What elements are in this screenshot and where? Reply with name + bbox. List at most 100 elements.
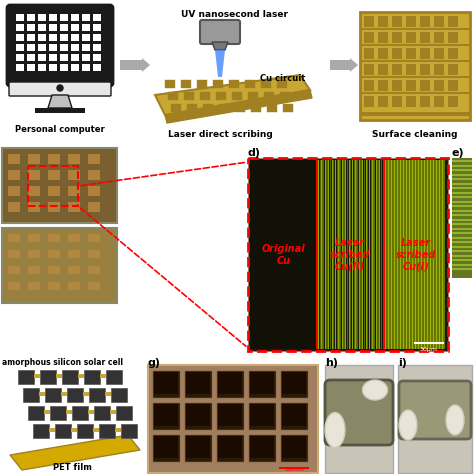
Bar: [452, 160, 472, 162]
Bar: [406, 16, 416, 27]
Bar: [369, 160, 370, 349]
Bar: [152, 370, 180, 398]
Text: g): g): [148, 358, 161, 368]
Bar: [448, 16, 458, 27]
Bar: [406, 160, 407, 349]
Bar: [338, 160, 339, 349]
FancyBboxPatch shape: [399, 381, 471, 439]
Bar: [364, 80, 374, 91]
Bar: [452, 187, 472, 189]
Bar: [8, 170, 20, 180]
Bar: [68, 282, 80, 290]
Bar: [378, 80, 388, 91]
Bar: [321, 160, 322, 349]
Bar: [332, 160, 333, 349]
Bar: [452, 205, 472, 207]
Bar: [350, 160, 352, 349]
Bar: [452, 169, 472, 171]
Bar: [430, 160, 431, 349]
Bar: [88, 282, 100, 290]
Text: Laser
scribed
Cu(I): Laser scribed Cu(I): [396, 238, 436, 272]
Bar: [439, 160, 440, 349]
FancyBboxPatch shape: [9, 82, 111, 96]
Bar: [110, 410, 116, 414]
Bar: [264, 92, 274, 100]
Bar: [71, 428, 77, 432]
Bar: [48, 154, 60, 164]
Bar: [38, 44, 46, 51]
Bar: [364, 160, 365, 349]
Bar: [28, 154, 40, 164]
Bar: [431, 160, 433, 349]
Bar: [421, 160, 422, 349]
Bar: [448, 32, 458, 43]
Bar: [417, 160, 418, 349]
Bar: [434, 16, 444, 27]
Bar: [367, 160, 368, 349]
Bar: [8, 186, 20, 196]
Bar: [49, 44, 57, 51]
Bar: [435, 160, 436, 349]
Bar: [250, 436, 274, 458]
Bar: [60, 54, 68, 61]
Bar: [38, 14, 46, 21]
Text: Laser
scribed
Cu(II): Laser scribed Cu(II): [330, 238, 370, 272]
Bar: [452, 191, 472, 193]
Bar: [148, 365, 318, 473]
Bar: [68, 202, 80, 212]
Bar: [16, 54, 24, 61]
Bar: [348, 160, 350, 349]
Bar: [452, 158, 472, 278]
Bar: [430, 160, 431, 349]
Bar: [427, 160, 428, 349]
Bar: [406, 96, 416, 107]
Bar: [94, 406, 110, 420]
Bar: [250, 404, 274, 426]
Bar: [452, 178, 472, 180]
Bar: [93, 428, 99, 432]
Bar: [330, 160, 331, 349]
Bar: [283, 104, 293, 112]
Bar: [439, 160, 440, 349]
Bar: [412, 160, 413, 349]
Bar: [49, 64, 57, 71]
Bar: [448, 96, 458, 107]
Bar: [406, 160, 407, 349]
Bar: [27, 34, 35, 41]
Bar: [33, 424, 49, 438]
Bar: [8, 266, 20, 274]
Bar: [352, 160, 353, 349]
Bar: [28, 234, 40, 242]
Bar: [23, 388, 39, 402]
Bar: [165, 80, 175, 88]
Bar: [412, 160, 413, 349]
Bar: [216, 434, 244, 462]
Bar: [360, 12, 470, 120]
Bar: [62, 370, 78, 384]
Text: 10mm: 10mm: [284, 467, 304, 472]
Bar: [397, 160, 398, 349]
Ellipse shape: [446, 405, 464, 435]
Bar: [362, 160, 363, 349]
Bar: [434, 32, 444, 43]
Bar: [38, 64, 46, 71]
Bar: [392, 32, 402, 43]
Bar: [378, 16, 388, 27]
Bar: [203, 104, 213, 112]
Bar: [232, 92, 242, 100]
Bar: [60, 64, 68, 71]
Text: PET film: PET film: [53, 463, 91, 472]
Bar: [154, 404, 178, 426]
Bar: [434, 48, 444, 59]
Text: d): d): [248, 148, 261, 158]
Bar: [419, 160, 420, 349]
Bar: [68, 170, 80, 180]
Bar: [342, 160, 343, 349]
Bar: [327, 160, 328, 349]
Bar: [364, 48, 374, 59]
Bar: [403, 160, 404, 349]
Bar: [345, 160, 346, 349]
Bar: [378, 96, 388, 107]
Bar: [48, 186, 60, 196]
Bar: [16, 64, 24, 71]
